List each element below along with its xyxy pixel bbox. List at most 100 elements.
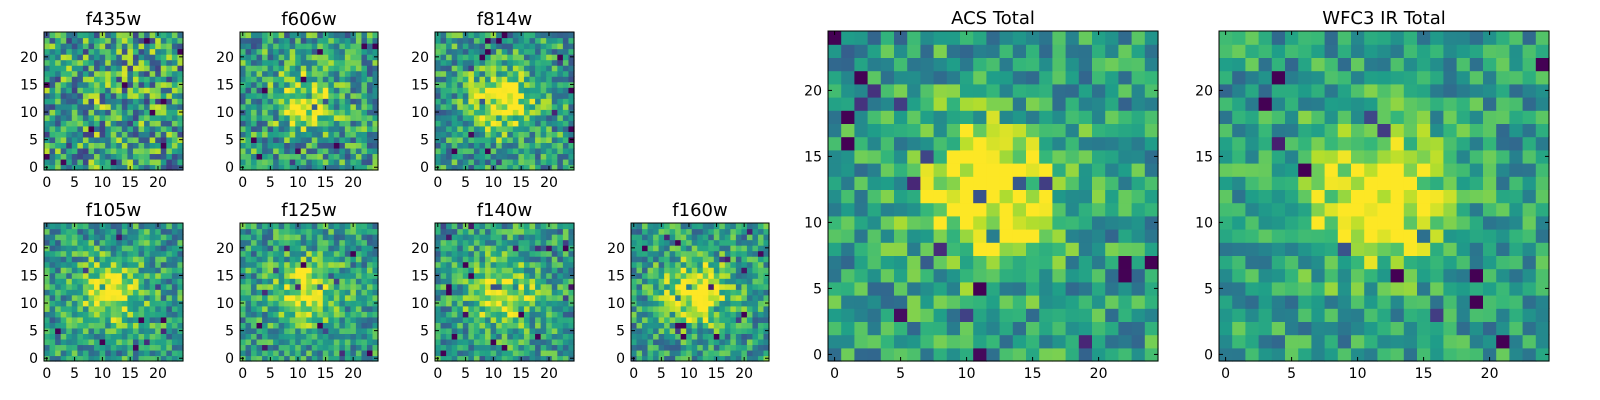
heatmap-cell (311, 322, 318, 329)
heatmap-cell (256, 305, 263, 312)
heatmap-cell (757, 245, 765, 252)
heatmap-cell (675, 316, 682, 323)
heatmap-cell (457, 250, 464, 257)
heatmap-cell (322, 344, 329, 351)
heatmap-cell (1065, 347, 1080, 362)
heatmap-cell (144, 267, 151, 274)
heatmap-cell (518, 256, 525, 263)
heatmap-cell (49, 338, 56, 346)
heatmap-cell (160, 158, 167, 166)
heatmap-cell (713, 294, 720, 301)
heatmap-cell (300, 76, 307, 83)
heatmap-cell (251, 131, 258, 138)
heatmap-cell (295, 158, 302, 166)
heatmap-cell (518, 81, 525, 88)
heatmap-cell (1118, 215, 1133, 230)
heatmap-cell (479, 54, 486, 61)
heatmap-cell (311, 289, 318, 296)
heatmap-cell (457, 289, 464, 296)
heatmap-cell (240, 131, 247, 138)
heatmap-cell (647, 272, 654, 279)
heatmap-cell (730, 289, 737, 296)
heatmap-cell (350, 87, 357, 94)
heatmap-cell (540, 333, 547, 340)
heatmap-cell (372, 234, 379, 241)
heatmap-cell (1078, 176, 1093, 190)
heatmap-cell (127, 305, 134, 312)
heatmap-cell (457, 267, 464, 274)
heatmap-cell (653, 250, 660, 257)
heatmap-cell (680, 278, 687, 285)
heatmap-cell (468, 316, 475, 323)
heatmap-cell (507, 109, 514, 116)
heatmap-cell (121, 267, 128, 274)
heatmap-cell (132, 322, 140, 329)
heatmap-cell (355, 344, 363, 351)
heatmap-cell (529, 131, 536, 138)
heatmap-cell (256, 164, 263, 171)
heatmap-cell (245, 256, 252, 263)
heatmap-cell (507, 120, 514, 127)
heatmap-cell (105, 289, 112, 296)
heatmap-cell (284, 70, 291, 77)
heatmap-cell (105, 103, 112, 110)
heatmap-cell (642, 228, 649, 235)
heatmap-cell (507, 103, 514, 110)
heatmap-cell (278, 48, 285, 55)
heatmap-cell (155, 109, 162, 116)
heatmap-cell (496, 32, 503, 39)
x-tick-label: 15 (708, 366, 726, 382)
heatmap-cell (60, 349, 67, 357)
heatmap-cell (138, 234, 145, 241)
heatmap-cell (468, 294, 475, 301)
heatmap-cell (446, 289, 453, 296)
heatmap-cell (446, 131, 453, 138)
heatmap-cell (507, 267, 514, 274)
heatmap-cell (284, 256, 291, 263)
heatmap-cell (894, 229, 908, 243)
heatmap-cell (457, 278, 464, 285)
heatmap-cell (366, 37, 374, 44)
heatmap-cell (116, 338, 123, 346)
heatmap-cell (344, 316, 351, 323)
heatmap-cell (1118, 334, 1133, 349)
heatmap-cell (177, 223, 184, 230)
heatmap-cell (256, 81, 263, 88)
heatmap-cell (479, 234, 486, 241)
heatmap-cell (240, 261, 247, 268)
plot-frame (630, 222, 770, 362)
heatmap-cell (523, 158, 531, 166)
heatmap-cell (724, 278, 731, 285)
heatmap-cell (496, 142, 503, 149)
heatmap-cell (440, 109, 447, 116)
heatmap-cell (240, 228, 247, 235)
heatmap-cell (361, 256, 368, 263)
heatmap-cell (77, 344, 84, 351)
heatmap-cell (149, 142, 156, 149)
heatmap-cell (49, 305, 56, 312)
heatmap-cell (551, 311, 558, 318)
heatmap-cell (155, 245, 162, 252)
heatmap-cell (680, 223, 687, 230)
heatmap-cell (496, 92, 503, 99)
heatmap-cell (746, 250, 754, 257)
heatmap-cell (468, 267, 475, 274)
heatmap-cell (1052, 321, 1067, 336)
heatmap-cell (636, 239, 643, 246)
heatmap-cell (535, 125, 542, 132)
heatmap-cell (333, 305, 340, 312)
heatmap-cell (479, 142, 486, 149)
heatmap-cell (245, 311, 252, 318)
heatmap-cell (71, 305, 78, 312)
heatmap-cell (366, 153, 374, 160)
heatmap-cell (60, 261, 67, 268)
heatmap-cell (512, 92, 519, 99)
heatmap-cell (647, 289, 654, 296)
heatmap-cell (66, 261, 73, 268)
heatmap-cell (462, 294, 469, 301)
heatmap-cell (501, 228, 508, 235)
heatmap-cell (366, 300, 374, 307)
heatmap-cell (350, 48, 357, 55)
heatmap-cell (757, 327, 765, 334)
